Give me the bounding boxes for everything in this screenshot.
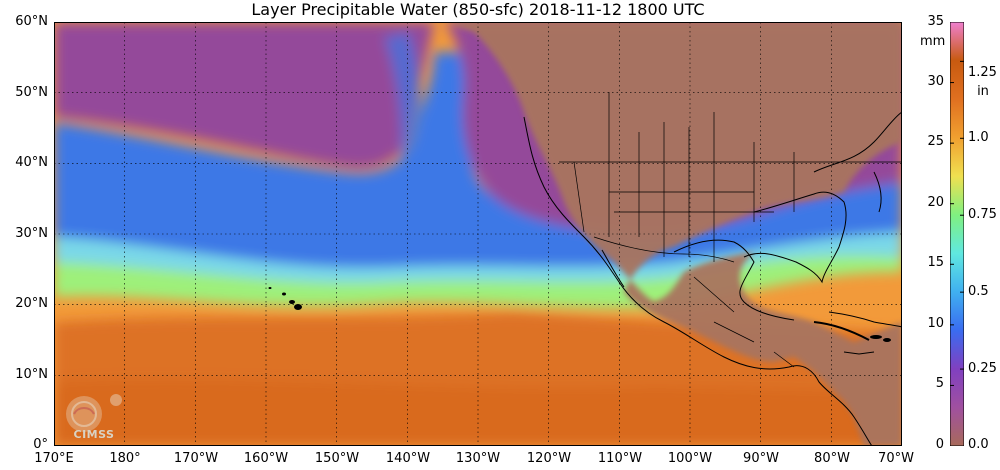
colorbar-gradient [949, 21, 965, 447]
cb-in-tick: 1.25 [968, 65, 997, 80]
cb-mm-tick: 20 [927, 195, 944, 210]
lat-label-10: 10°N [15, 367, 48, 382]
lon-label-170w: 170°W [173, 451, 219, 466]
lon-label-180: 180° [109, 451, 141, 466]
lon-label-80w: 80°W [814, 451, 850, 466]
cb-mm-tick: 30 [927, 74, 944, 89]
lat-label-20: 20°N [15, 296, 48, 311]
graticule [54, 22, 902, 446]
lon-label-90w: 90°W [743, 451, 779, 466]
colorbar-unit-mm: mm [920, 34, 946, 49]
lat-label-50: 50°N [15, 85, 48, 100]
cb-in-tick: 0.75 [968, 207, 997, 222]
lon-label-100w: 100°W [667, 451, 713, 466]
cb-in-tick: 0.25 [968, 361, 997, 376]
lon-label-140w: 140°W [385, 451, 431, 466]
cb-mm-tick: 35 [927, 14, 944, 29]
cb-mm-tick: 10 [927, 316, 944, 331]
colorbar-unit-in: in [977, 84, 989, 99]
map-frame [54, 22, 902, 446]
lat-label-0: 0° [33, 437, 48, 452]
cb-in-tick: 1.0 [968, 130, 989, 145]
cb-mm-tick: 25 [927, 134, 944, 149]
cb-in-tick: 0.0 [968, 437, 989, 452]
lon-label-150w: 150°W [314, 451, 360, 466]
cb-mm-tick: 0 [935, 437, 944, 452]
cb-mm-tick: 15 [927, 255, 944, 270]
islands [268, 287, 891, 342]
lat-label-60: 60°N [15, 14, 48, 29]
lon-label-160w: 160°W [243, 451, 289, 466]
political-borders [559, 92, 902, 368]
map-title: Layer Precipitable Water (850-sfc) 2018-… [251, 0, 705, 19]
lon-label-110w: 110°W [597, 451, 643, 466]
cimss-logo [58, 392, 128, 444]
cimss-logo-text: CIMSS [73, 428, 115, 441]
cb-mm-tick: 5 [935, 376, 944, 391]
lon-label-130w: 130°W [455, 451, 501, 466]
colorbar [949, 21, 965, 447]
lat-label-30: 30°N [15, 226, 48, 241]
cb-in-tick: 0.5 [968, 284, 989, 299]
lon-label-70w: 70°W [878, 451, 914, 466]
lat-label-40: 40°N [15, 155, 48, 170]
map-svg [54, 22, 902, 446]
lon-label-170e: 170°E [34, 451, 74, 466]
coastlines [523, 111, 902, 446]
precipitable-water-map [54, 22, 902, 446]
lon-label-120w: 120°W [526, 451, 572, 466]
